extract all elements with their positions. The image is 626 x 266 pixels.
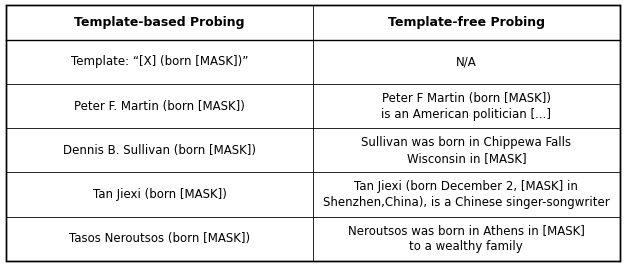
Text: Neroutsos was born in Athens in [MASK]
to a wealthy family: Neroutsos was born in Athens in [MASK] t… — [348, 224, 585, 253]
Text: Template-free Probing: Template-free Probing — [388, 16, 545, 29]
Text: Tasos Neroutsos (born [MASK]): Tasos Neroutsos (born [MASK]) — [69, 232, 250, 245]
Text: Peter F. Martin (born [MASK]): Peter F. Martin (born [MASK]) — [74, 99, 245, 113]
Text: N/A: N/A — [456, 55, 477, 68]
Text: Template-based Probing: Template-based Probing — [74, 16, 245, 29]
Text: Dennis B. Sullivan (born [MASK]): Dennis B. Sullivan (born [MASK]) — [63, 144, 256, 157]
Text: Tan Jiexi (born [MASK]): Tan Jiexi (born [MASK]) — [93, 188, 227, 201]
Text: Template: “[X] (born [MASK])”: Template: “[X] (born [MASK])” — [71, 55, 249, 68]
Text: Sullivan was born in Chippewa Falls
Wisconsin in [MASK]: Sullivan was born in Chippewa Falls Wisc… — [361, 136, 572, 165]
Text: Tan Jiexi (born December 2, [MASK] in
Shenzhen,China), is a Chinese singer-songw: Tan Jiexi (born December 2, [MASK] in Sh… — [323, 180, 610, 209]
Text: Peter F Martin (born [MASK])
is an American politician [...]: Peter F Martin (born [MASK]) is an Ameri… — [381, 92, 552, 120]
